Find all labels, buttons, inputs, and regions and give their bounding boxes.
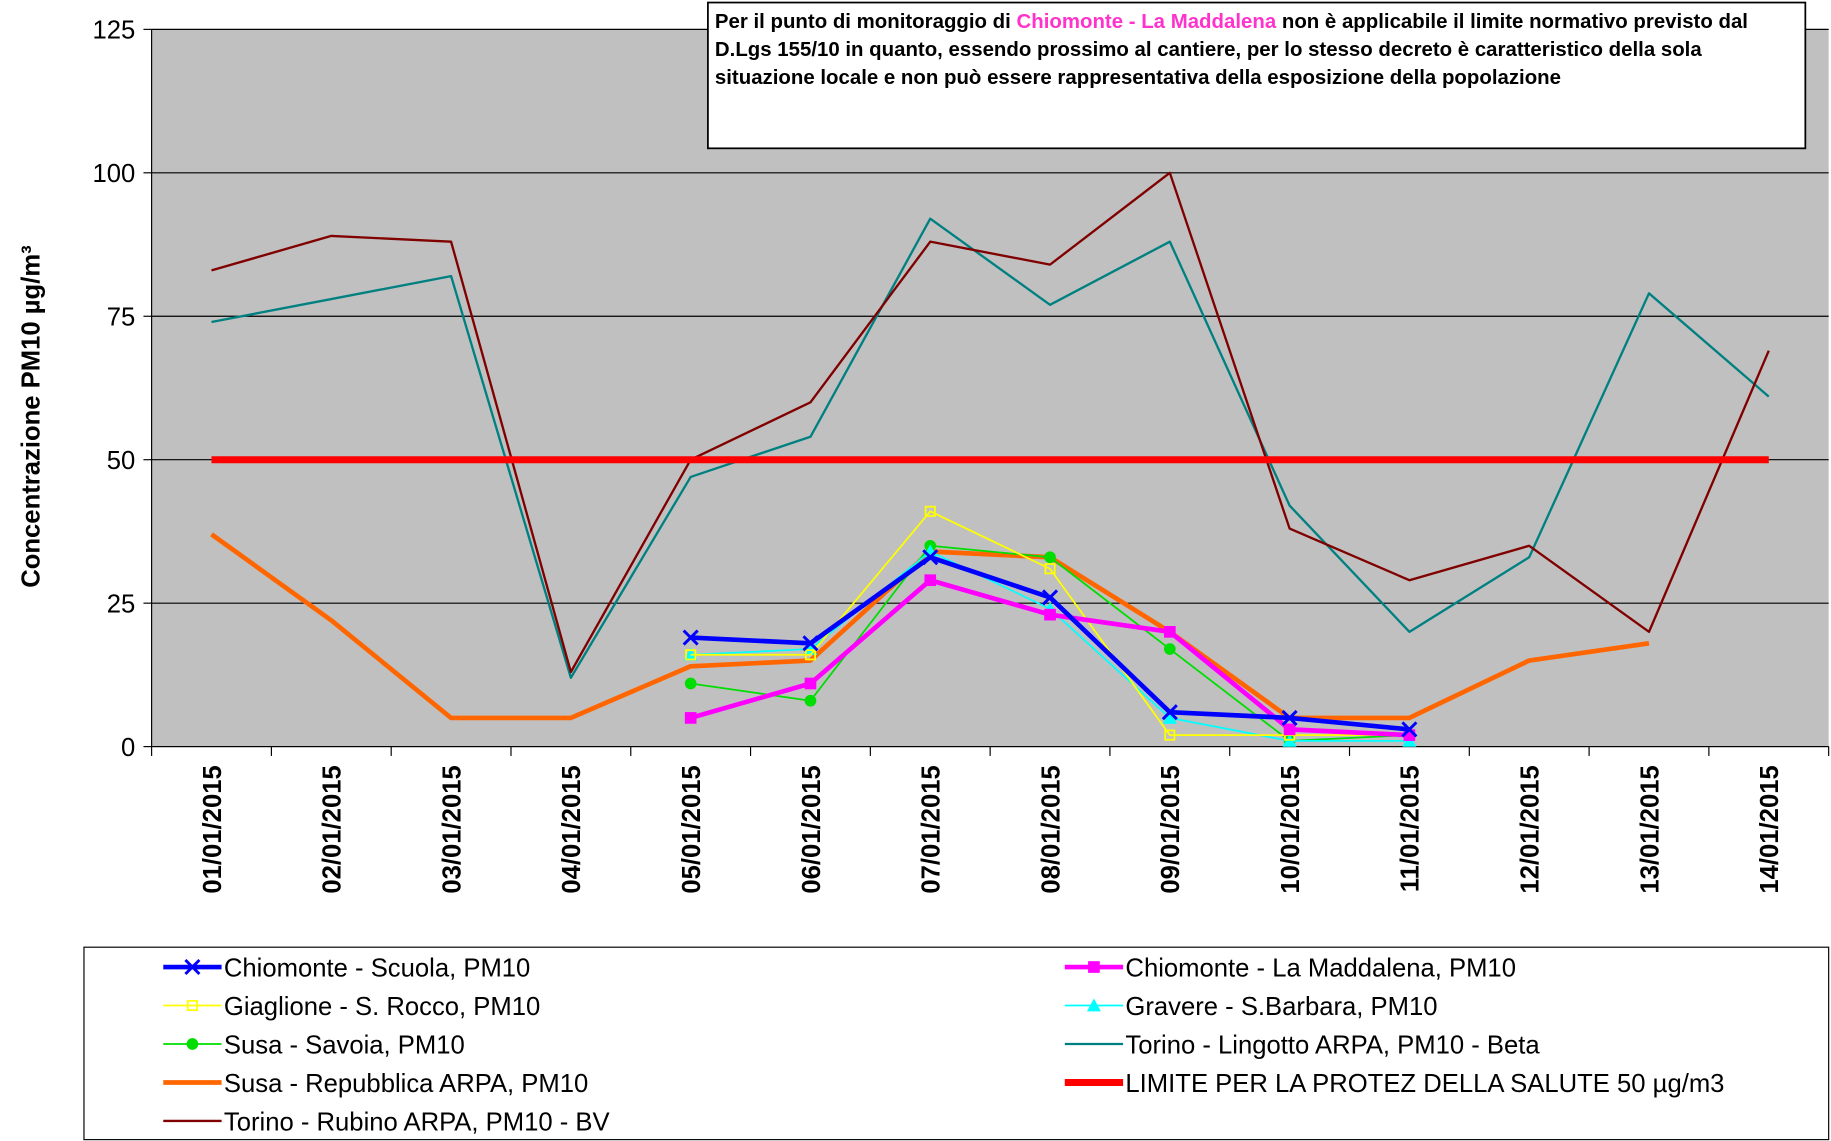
annotation-box <box>707 1 1807 150</box>
x-tick-label: 11/01/2015 <box>1397 765 1425 892</box>
series-line <box>211 171 1770 674</box>
marker <box>1042 589 1059 606</box>
marker <box>1088 961 1100 973</box>
legend-label: Torino - Rubino ARPA, PM10 - BV <box>224 1108 610 1136</box>
x-tick-label: 12/01/2015 <box>1517 765 1545 893</box>
marker <box>186 999 198 1012</box>
legend-label: Torino - Lingotto ARPA, PM10 - Beta <box>1125 1031 1540 1059</box>
marker <box>924 505 936 517</box>
legend-label: LIMITE PER LA PROTEZ DELLA SALUTE 50 µg/… <box>1125 1070 1724 1098</box>
marker <box>682 629 699 646</box>
marker <box>1162 710 1177 724</box>
y-tick-label: 100 <box>93 160 136 188</box>
marker <box>804 677 817 690</box>
legend-label: Susa - Savoia, PM10 <box>224 1031 465 1059</box>
marker <box>924 574 937 587</box>
x-tick-label: 14/01/2015 <box>1756 765 1784 893</box>
legend-label: Chiomonte - La Maddalena, PM10 <box>1125 954 1516 982</box>
marker <box>1044 608 1056 621</box>
y-tick-label: 50 <box>107 447 136 475</box>
marker <box>1403 729 1416 741</box>
y-tick-label: 0 <box>121 734 135 762</box>
marker <box>804 694 817 707</box>
y-tick-label: 125 <box>93 17 136 45</box>
x-tick-label: 10/01/2015 <box>1277 765 1305 893</box>
marker <box>1164 729 1176 741</box>
x-tick-label: 09/01/2015 <box>1157 765 1185 893</box>
y-axis-label: Concentrazione PM10 µg/m³ <box>18 245 46 587</box>
marker <box>922 549 939 566</box>
marker <box>1281 709 1298 726</box>
x-tick-label: 13/01/2015 <box>1636 765 1664 893</box>
marker <box>685 649 697 661</box>
marker <box>184 958 201 976</box>
marker <box>802 635 819 652</box>
y-tick-label: 25 <box>107 590 136 618</box>
marker <box>1163 643 1176 655</box>
marker <box>1401 721 1418 738</box>
annotation-text: non è applicabile il limite normativo pr… <box>714 9 1748 89</box>
marker <box>1163 626 1176 638</box>
legend-label: Giaglione - S. Rocco, PM10 <box>224 993 540 1021</box>
marker <box>1044 551 1056 564</box>
x-tick-label: 07/01/2015 <box>918 765 946 893</box>
y-tick-label: 75 <box>107 304 136 332</box>
x-tick-label: 06/01/2015 <box>798 765 826 893</box>
annotation-text: Per il punto di monitoraggio di <box>714 9 1017 33</box>
x-tick-label: 05/01/2015 <box>678 765 706 893</box>
annotation: Per il punto di monitoraggio di Chiomont… <box>714 9 1748 89</box>
marker <box>1044 563 1056 575</box>
marker <box>186 1038 199 1050</box>
marker <box>684 712 697 724</box>
marker <box>1283 723 1296 736</box>
x-tick-label: 03/01/2015 <box>438 765 466 893</box>
x-tick-label: 08/01/2015 <box>1037 765 1065 893</box>
marker <box>1161 704 1178 721</box>
marker <box>683 647 698 661</box>
legend-label: Susa - Repubblica ARPA, PM10 <box>224 1070 588 1098</box>
marker <box>1086 998 1101 1012</box>
marker <box>684 677 697 690</box>
x-tick-label: 01/01/2015 <box>199 765 227 893</box>
annotation-highlight: Chiomonte - La Maddalena <box>1016 9 1277 33</box>
marker <box>804 649 816 661</box>
legend-label: Gravere - S.Barbara, PM10 <box>1125 993 1437 1021</box>
x-tick-label: 02/01/2015 <box>319 765 347 893</box>
x-tick-label: 04/01/2015 <box>558 765 586 893</box>
legend <box>83 946 1830 1141</box>
legend-label: Chiomonte - Scuola, PM10 <box>224 954 530 982</box>
series-line <box>211 217 1770 679</box>
